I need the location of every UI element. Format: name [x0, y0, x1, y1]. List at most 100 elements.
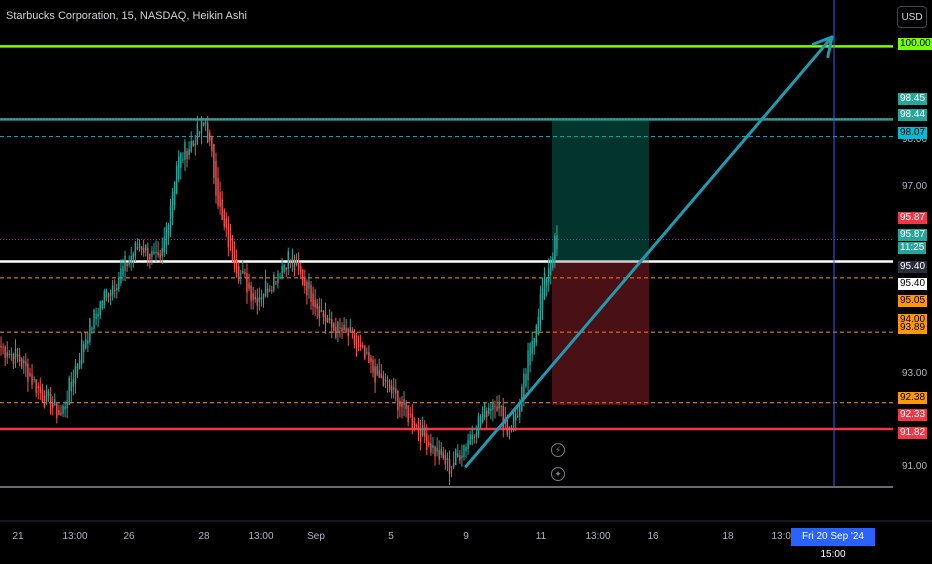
candle-body: [10, 353, 13, 355]
candle-body: [227, 223, 230, 248]
candle-body: [405, 402, 407, 409]
candle-body: [155, 251, 157, 253]
candle-body: [545, 278, 548, 286]
candle-body: [39, 387, 42, 393]
candle-body: [537, 316, 540, 335]
candle-body: [488, 407, 490, 414]
candle-body: [378, 370, 380, 378]
time-axis-label: 28: [198, 531, 210, 542]
candle-body: [70, 381, 73, 392]
price-tag: 95.40: [898, 261, 928, 273]
candle-body: [293, 259, 296, 271]
candle-body: [341, 327, 343, 333]
candle-body: [47, 391, 50, 396]
candle-body: [357, 341, 360, 346]
price-chart[interactable]: [0, 0, 932, 550]
candle-body: [355, 337, 358, 347]
candle-body: [519, 403, 521, 417]
candle-body: [41, 389, 44, 402]
price-tag: 92.38: [898, 392, 928, 404]
candle-body: [240, 273, 242, 275]
candle-body: [440, 449, 442, 455]
candle-body: [446, 458, 449, 460]
candle-body: [285, 268, 287, 271]
candle-body: [337, 322, 339, 333]
crosshair-date-label: Fri 20 Sep '24 15:00: [791, 528, 875, 560]
candle-body: [345, 327, 347, 331]
candle-body: [299, 265, 302, 274]
candle-body: [33, 379, 35, 381]
candle-body: [151, 251, 153, 257]
candle-body: [268, 289, 271, 291]
candle-body: [211, 136, 213, 152]
candle-body: [444, 455, 447, 465]
candle-body: [206, 123, 209, 142]
price-axis-label: 93.00: [902, 367, 928, 379]
price-tag: 98.45: [898, 93, 928, 105]
candle-body: [97, 313, 99, 317]
candle-body: [159, 253, 161, 259]
candle-body: [399, 400, 401, 407]
candle-body: [312, 293, 314, 307]
candle-body: [202, 122, 205, 127]
candle-body: [235, 258, 238, 274]
candle-body: [169, 205, 172, 231]
candle-body: [506, 420, 509, 435]
candle-body: [215, 160, 217, 196]
event-icon[interactable]: ✦: [551, 467, 565, 481]
candle-body: [188, 148, 190, 155]
candle-body: [130, 255, 132, 263]
candle-body: [287, 251, 290, 270]
trend-arrow: [464, 35, 834, 468]
candle-body: [318, 306, 321, 319]
candle-body: [122, 265, 124, 276]
price-axis-label: 98.00: [902, 133, 928, 145]
candle-body: [279, 276, 281, 279]
candle-body: [142, 248, 145, 254]
time-axis-label: Sep: [307, 531, 325, 542]
candle-body: [473, 437, 476, 439]
chart-title: Starbucks Corporation, 15, NASDAQ, Heiki…: [6, 10, 247, 22]
candle-body: [128, 260, 130, 265]
candle-body: [361, 345, 364, 348]
candle-body: [51, 402, 54, 408]
candle-body: [0, 345, 2, 348]
time-axis-label: 9: [463, 531, 469, 542]
candle-body: [541, 288, 544, 310]
candle-body: [99, 301, 101, 316]
candle-body: [380, 373, 383, 378]
candle-body: [196, 123, 199, 145]
candle-body: [384, 380, 387, 382]
candle-body: [308, 281, 310, 289]
candle-body: [469, 434, 471, 445]
candle-body: [237, 266, 240, 281]
candle-body: [101, 300, 104, 309]
candle-body: [109, 293, 112, 296]
candle-body: [72, 379, 75, 387]
candle-body: [328, 318, 331, 321]
candle-body: [182, 159, 184, 161]
candle-body: [419, 429, 422, 442]
candle-body: [382, 375, 385, 386]
candle-body: [35, 379, 37, 394]
candle-body: [554, 235, 556, 263]
candle-body: [413, 420, 416, 430]
candle-body: [465, 446, 467, 452]
price-tag: 95.87: [898, 212, 928, 224]
candle-body: [62, 405, 64, 414]
candle-body: [200, 119, 203, 133]
currency-button[interactable]: USD: [897, 6, 927, 28]
trend-arrow-head: [811, 35, 834, 46]
loss-zone: [552, 261, 649, 406]
candle-body: [454, 449, 457, 465]
candle-body: [343, 324, 345, 331]
candle-body: [415, 425, 418, 427]
lightning-icon[interactable]: ⚡: [551, 443, 565, 457]
candle-body: [256, 297, 259, 306]
candle-body: [163, 237, 166, 253]
candle-body: [64, 406, 66, 410]
candle-body: [138, 244, 141, 249]
candle-body: [14, 348, 17, 360]
candle-body: [266, 288, 269, 293]
